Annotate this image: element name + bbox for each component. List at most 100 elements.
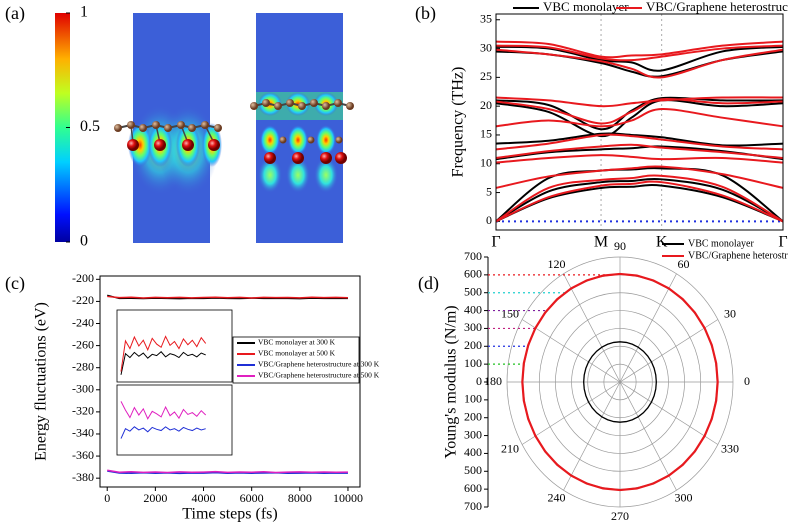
x-tick-label: 10000: [333, 491, 363, 505]
y-axis-label: Energy fluctuations (eV): [33, 302, 50, 461]
y-tick-label: 15: [480, 127, 492, 141]
series-line: [107, 295, 348, 299]
y-tick-label: 5: [486, 184, 492, 198]
band: [495, 96, 784, 131]
legend-label: VBC monolayer: [543, 0, 629, 14]
y-tick-label: 30: [480, 40, 492, 54]
charge-density-image-2: [250, 13, 354, 243]
radial-tick-label: 200: [464, 338, 482, 352]
plot-frame: [495, 13, 784, 231]
radial-tick-label: 100: [464, 356, 482, 370]
radial-tick-label: 400: [464, 302, 482, 316]
legend-label: VBC/Graphene heterostructure at 500 K: [258, 371, 380, 380]
y-tick-label: 35: [480, 12, 492, 26]
radial-tick-label: 600: [464, 481, 482, 495]
theta-tick-label: 150: [501, 306, 519, 320]
polar-series: [583, 341, 657, 423]
band: [495, 132, 784, 147]
theta-tick-label: 210: [501, 441, 519, 455]
colorbar-tick-label: 0.5: [80, 118, 100, 135]
legend-label: VBC/Graphene heterostructure: [646, 0, 788, 14]
x-tick-label: 2000: [143, 491, 167, 505]
theta-tick-label: 330: [721, 441, 739, 455]
colorbar: [55, 13, 70, 242]
colorbar-tick-label: 1: [80, 4, 88, 21]
series-line: [107, 469, 348, 474]
legend-label: VBC monolayer at 300 K: [258, 338, 336, 347]
x-tick-label: Γ: [778, 234, 787, 251]
radial-tick-label: 300: [464, 427, 482, 441]
band: [495, 45, 784, 72]
band: [495, 133, 784, 151]
polar-spoke: [521, 319, 621, 383]
band: [495, 184, 784, 223]
radial-tick-label: 200: [464, 409, 482, 423]
radial-tick-label: 500: [464, 284, 482, 298]
band: [495, 40, 784, 59]
theta-tick-label: 180: [484, 374, 502, 388]
polar-spoke: [563, 273, 621, 383]
panel-label: (c): [5, 273, 25, 294]
panel-label: (b): [415, 3, 436, 24]
band: [495, 48, 784, 79]
y-tick-label: 10: [480, 156, 492, 170]
plot-frame: [99, 275, 361, 488]
polar-spoke: [619, 319, 719, 383]
theta-tick-label: 120: [548, 257, 566, 271]
band: [495, 177, 784, 223]
radial-tick-label: 300: [464, 320, 482, 334]
band: [495, 180, 784, 223]
y-tick-label: -220: [72, 293, 94, 307]
y-tick-label: -240: [72, 315, 94, 329]
band: [495, 97, 784, 125]
polar-spoke: [619, 381, 677, 491]
legend-label: VBC/Graphene heterostructure at 300 K: [258, 360, 380, 369]
radial-tick-label: 700: [464, 249, 482, 263]
band: [495, 145, 784, 161]
inset-line: [120, 401, 207, 420]
radial-tick-label: 0: [476, 374, 482, 388]
x-tick-label: 8000: [288, 491, 312, 505]
panel-label: (a): [5, 3, 25, 24]
band: [495, 165, 784, 189]
colorbar-tick-label: 0: [80, 233, 88, 250]
legend-label: VBC monolayer: [688, 238, 754, 249]
theta-tick-label: 90: [614, 239, 626, 253]
radial-tick-label: 700: [464, 499, 482, 513]
inset-frame: [116, 384, 233, 456]
polar-spoke: [619, 273, 677, 383]
y-tick-label: -300: [72, 382, 94, 396]
theta-tick-label: 240: [548, 491, 566, 505]
theta-tick-label: 30: [724, 306, 736, 320]
theta-tick-label: 0: [744, 374, 750, 388]
radial-tick-label: 400: [464, 445, 482, 459]
polar-series: [521, 272, 719, 492]
band: [495, 167, 784, 223]
x-tick-label: 4000: [192, 491, 216, 505]
radial-tick-label: 500: [464, 463, 482, 477]
y-axis-label: Young's modulus (N/m): [443, 305, 460, 458]
x-tick-label: K: [656, 234, 668, 251]
y-tick-label: -380: [72, 470, 94, 484]
y-tick-label: 25: [480, 69, 492, 83]
band: [495, 96, 784, 108]
band: [495, 174, 784, 223]
radial-tick-label: 100: [464, 392, 482, 406]
x-axis-label: Time steps (fs): [182, 506, 277, 523]
inset-line: [120, 426, 206, 439]
band: [495, 44, 784, 62]
band: [495, 108, 784, 128]
y-tick-label: -280: [72, 359, 94, 373]
polar-spoke: [619, 381, 719, 445]
legend-label: VBC/Graphene heterostructure: [688, 250, 788, 261]
inset-line: [120, 335, 207, 372]
y-tick-label: -200: [72, 271, 94, 285]
band: [495, 99, 784, 138]
panel-label: (d): [418, 273, 439, 294]
y-tick-label: -360: [72, 448, 94, 462]
y-tick-label: 0: [486, 213, 492, 227]
theta-tick-label: 270: [611, 509, 629, 523]
theta-tick-label: 60: [678, 257, 690, 271]
inset-line: [120, 351, 206, 375]
